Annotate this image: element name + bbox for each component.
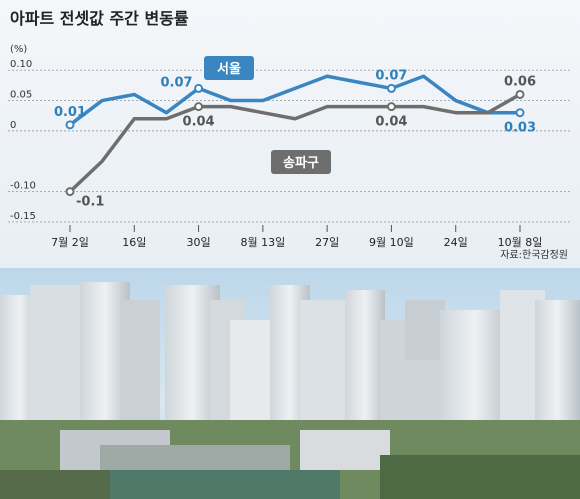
data-point-marker: [386, 83, 396, 93]
data-point-marker: [515, 108, 525, 118]
data-point-marker: [386, 102, 396, 112]
data-label: 0.07: [160, 75, 192, 90]
y-tick-label: 0.05: [10, 90, 32, 101]
legend-seoul-box: [204, 56, 254, 80]
legend-seoul-label: 서울: [217, 61, 241, 77]
data-label: 0.06: [504, 74, 536, 89]
data-point-marker: [194, 102, 204, 112]
series-layer: [68, 74, 521, 193]
data-label: 0.03: [504, 121, 536, 136]
x-tick-labels: 7월 2일 16일 30일 8월 13일 27일 9월 10일 24일 10월 8일: [51, 225, 542, 249]
y-tick-labels: 0.10 0.05 0 -0.10 -0.15: [10, 59, 36, 222]
chart-background: [0, 0, 580, 268]
x-tick-label: 16일: [122, 235, 146, 249]
data-point-marker: [65, 187, 75, 197]
x-tick-label: 27일: [315, 235, 339, 249]
x-tick-label: 8월 13일: [240, 235, 285, 249]
data-label: 0.04: [375, 115, 407, 130]
data-label: -0.1: [76, 195, 104, 210]
legend-songpa: 송파구: [271, 150, 331, 174]
data-point-marker: [65, 120, 75, 130]
x-tick-label: 24일: [444, 235, 468, 249]
legend-seoul: 서울: [204, 56, 254, 80]
y-tick-label: -0.10: [10, 181, 36, 192]
data-point-marker: [515, 89, 525, 99]
data-label: 0.07: [375, 68, 407, 83]
x-tick-label: 7월 2일: [51, 235, 89, 249]
legend-songpa-box: [271, 150, 331, 174]
y-tick-label: 0.10: [10, 59, 32, 70]
apartment-photo: [0, 268, 580, 499]
y-axis-unit-label: (%): [10, 44, 27, 55]
x-tick-label: 9월 10일: [369, 235, 414, 249]
legend-songpa-label: 송파구: [283, 156, 319, 171]
data-label: 0.04: [183, 115, 215, 130]
y-tick-label: 0: [10, 120, 16, 131]
chart-title: 아파트 전셋값 주간 변동률: [10, 9, 189, 28]
x-tick-label: 10월 8일: [498, 235, 543, 249]
x-tick-label: 30일: [187, 235, 211, 249]
series-line-songpa: [68, 92, 521, 193]
source-note: 자료:한국감정원: [500, 249, 568, 261]
y-tick-label: -0.15: [10, 211, 36, 222]
data-label: 0.01: [54, 105, 86, 120]
series-line-seoul: [68, 74, 520, 127]
data-label-layer: 0.01 0.07 0.07 0.03 -0.1 0.04 0.04 0.06: [54, 68, 536, 209]
data-point-marker: [194, 83, 204, 93]
